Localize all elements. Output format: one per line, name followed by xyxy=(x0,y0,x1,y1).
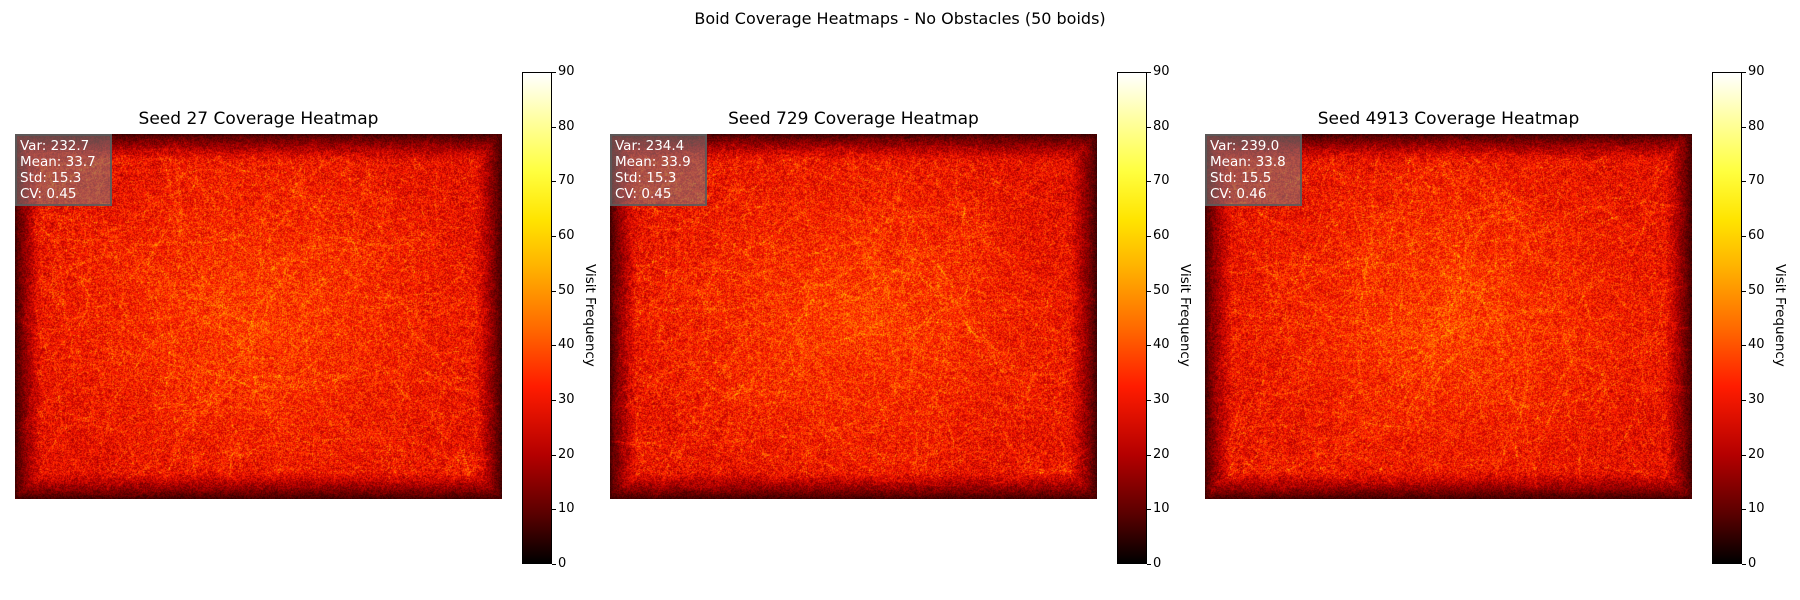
colorbar-label: Visit Frequency xyxy=(1177,264,1193,367)
stat-cv: CV: 0.46 xyxy=(1210,186,1267,202)
panel-title: Seed 4913 Coverage Heatmap xyxy=(1317,109,1580,129)
colorbar-tick-label: 20 xyxy=(552,446,575,462)
colorbar-tick-label: 40 xyxy=(552,337,575,353)
colorbar-tick-label: 0 xyxy=(1741,556,1757,571)
stat-cv: CV: 0.45 xyxy=(615,186,672,202)
colorbar-tick-label: 10 xyxy=(1147,501,1170,517)
stat-std: Std: 15.3 xyxy=(20,170,82,186)
colorbar-label: Visit Frequency xyxy=(582,264,598,367)
stats-box: Var: 232.7 Mean: 33.7 Std: 15.3 CV: 0.45 xyxy=(15,134,112,206)
colorbar-tick-label: 40 xyxy=(1147,337,1170,353)
stat-std: Std: 15.3 xyxy=(615,170,677,186)
colorbar-tick-label: 60 xyxy=(1742,228,1765,243)
colorbar-tick-label: 80 xyxy=(1147,118,1170,134)
stat-mean: Mean: 33.7 xyxy=(20,154,96,170)
colorbar-tick-label: 0 xyxy=(1146,556,1162,571)
colorbar-tick-label: 50 xyxy=(1742,282,1765,298)
colorbar xyxy=(1712,72,1742,564)
panel-title: Seed 27 Coverage Heatmap xyxy=(138,109,379,129)
colorbar-tick-label: 60 xyxy=(1147,228,1170,243)
stats-box: Var: 239.0 Mean: 33.8 Std: 15.5 CV: 0.46 xyxy=(1205,134,1302,206)
colorbar-tick-label: 90 xyxy=(552,64,575,79)
colorbar-tick-label: 70 xyxy=(1742,173,1765,189)
colorbar-tick-label: 70 xyxy=(552,173,575,189)
colorbar-label: Visit Frequency xyxy=(1772,264,1788,367)
stat-mean: Mean: 33.8 xyxy=(1210,154,1286,170)
colorbar-tick-label: 10 xyxy=(552,501,575,517)
stats-box: Var: 234.4 Mean: 33.9 Std: 15.3 CV: 0.45 xyxy=(610,134,707,206)
colorbar-tick-label: 20 xyxy=(1742,446,1765,462)
colorbar-tick-label: 0 xyxy=(551,556,567,571)
colorbar-tick-label: 30 xyxy=(1742,392,1765,407)
colorbar-tick-label: 90 xyxy=(1147,64,1170,79)
colorbar-tick-label: 60 xyxy=(552,228,575,243)
colorbar-tick-label: 50 xyxy=(1147,282,1170,298)
colorbar xyxy=(522,72,552,564)
stat-var: Var: 232.7 xyxy=(20,138,90,154)
colorbar-tick-label: 50 xyxy=(552,282,575,298)
colorbar-tick-label: 70 xyxy=(1147,173,1170,189)
colorbar-tick-label: 80 xyxy=(552,118,575,134)
colorbar-tick-label: 10 xyxy=(1742,501,1765,517)
colorbar-tick-label: 30 xyxy=(1147,392,1170,407)
stat-var: Var: 239.0 xyxy=(1210,138,1280,154)
figure-title: Boid Coverage Heatmaps - No Obstacles (5… xyxy=(694,9,1106,28)
panel-title: Seed 729 Coverage Heatmap xyxy=(728,109,979,129)
colorbar-tick-label: 40 xyxy=(1742,337,1765,353)
coverage-heatmap: Var: 234.4 Mean: 33.9 Std: 15.3 CV: 0.45 xyxy=(610,134,1097,499)
stat-mean: Mean: 33.9 xyxy=(615,154,691,170)
coverage-heatmap: Var: 239.0 Mean: 33.8 Std: 15.5 CV: 0.46 xyxy=(1205,134,1692,499)
coverage-heatmap: Var: 232.7 Mean: 33.7 Std: 15.3 CV: 0.45 xyxy=(15,134,502,499)
stat-std: Std: 15.5 xyxy=(1210,170,1272,186)
colorbar-tick-label: 90 xyxy=(1742,64,1765,79)
colorbar-tick-label: 30 xyxy=(552,392,575,407)
stat-var: Var: 234.4 xyxy=(615,138,685,154)
stat-cv: CV: 0.45 xyxy=(20,186,77,202)
colorbar-tick-label: 80 xyxy=(1742,118,1765,134)
colorbar-tick-label: 20 xyxy=(1147,446,1170,462)
colorbar xyxy=(1117,72,1147,564)
